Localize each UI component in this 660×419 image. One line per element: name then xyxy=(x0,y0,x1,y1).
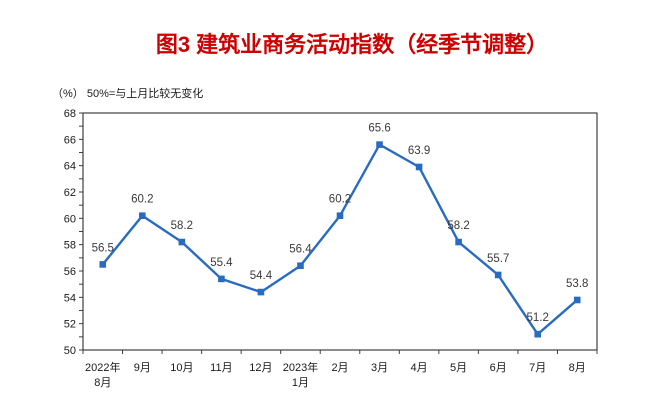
y-tick-label: 62 xyxy=(64,187,76,199)
plot-area: 68 66 64 62 60 58 56 54 52 50 2022年 8月 9月 10月 11月 12月 20… xyxy=(64,108,598,389)
x-tick-label: 5月 xyxy=(450,362,467,374)
data-point xyxy=(573,296,581,304)
data-label: 65.6 xyxy=(368,123,390,135)
data-label: 60.2 xyxy=(131,194,153,206)
data-label: 56.5 xyxy=(92,242,114,254)
x-tick-label: 2023年 xyxy=(283,360,318,374)
data-label: 56.4 xyxy=(289,244,312,256)
x-tick-label: 3月 xyxy=(371,362,388,374)
data-point xyxy=(376,141,383,148)
data-point xyxy=(494,271,502,279)
data-point xyxy=(139,212,146,219)
x-tick-label: 12月 xyxy=(249,362,272,374)
data-label: 58.2 xyxy=(171,220,193,232)
data-point xyxy=(336,212,344,219)
y-tick-label: 58 xyxy=(64,240,76,252)
data-point xyxy=(415,163,423,171)
data-label: 54.4 xyxy=(250,270,273,282)
x-tick-label: 10月 xyxy=(170,362,193,374)
data-point xyxy=(218,275,225,283)
x-tick-label: 2022年 xyxy=(85,360,120,374)
y-tick-label: 52 xyxy=(64,319,76,331)
x-tick-label: 9月 xyxy=(134,362,151,374)
data-label: 63.9 xyxy=(408,145,430,157)
data-label: 51.2 xyxy=(526,312,548,324)
y-tick-label: 64 xyxy=(64,161,76,173)
y-tick-label: 50 xyxy=(64,345,76,357)
y-tick-label: 66 xyxy=(64,134,76,146)
plot-border xyxy=(82,112,598,351)
x-tick-label: 8月 xyxy=(94,377,111,389)
x-tick-label: 2月 xyxy=(331,362,348,374)
data-point xyxy=(455,238,462,246)
series-line xyxy=(101,143,579,336)
chart-title: 图3 建筑业商务活动指数（经季节调整） xyxy=(156,32,548,57)
data-point xyxy=(178,238,186,246)
x-tick-label: 4月 xyxy=(411,362,428,374)
y-tick-label: 54 xyxy=(64,292,76,304)
y-tick-label: 60 xyxy=(64,213,76,225)
y-tick-label: 56 xyxy=(64,266,76,278)
data-label: 55.4 xyxy=(210,257,233,269)
y-tick-label: 68 xyxy=(64,108,76,120)
data-label: 55.7 xyxy=(487,253,509,265)
data-point xyxy=(297,262,304,270)
x-tick-label: 8月 xyxy=(569,362,586,374)
x-tick-label: 7月 xyxy=(529,362,546,374)
x-tick-label: 1月 xyxy=(292,377,309,389)
y-axis-unit-note: （%） 50%=与上月比较无变化 xyxy=(52,86,203,100)
data-label: 53.8 xyxy=(566,278,588,290)
x-tick-label: 6月 xyxy=(490,362,507,374)
data-point xyxy=(99,261,107,268)
x-tick-label: 11月 xyxy=(210,362,232,374)
data-label: 60.2 xyxy=(329,194,351,206)
data-point xyxy=(534,330,541,338)
data-point xyxy=(257,288,265,296)
data-label: 58.2 xyxy=(447,220,469,232)
